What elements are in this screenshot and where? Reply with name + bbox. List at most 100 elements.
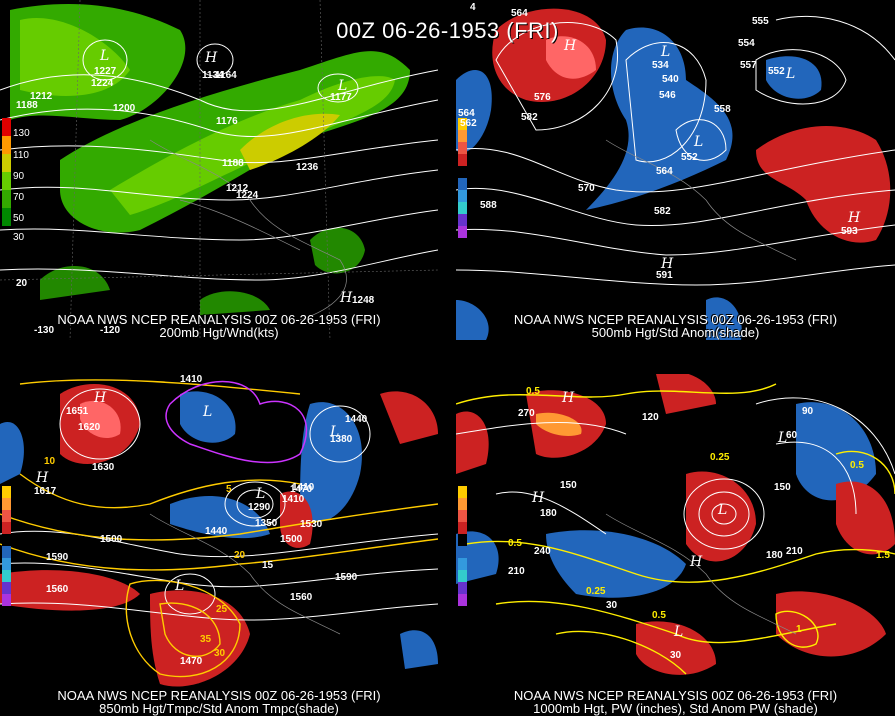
scale-swatch bbox=[2, 190, 11, 208]
panel-field-caption: 500mb Hgt/Std Anom(shade) bbox=[591, 325, 760, 340]
contour-label: 1590 bbox=[46, 552, 69, 563]
map-200mb bbox=[0, 0, 438, 340]
scale-swatch bbox=[458, 522, 467, 534]
anomaly-cool bbox=[706, 297, 742, 340]
contour-label: 1164 bbox=[215, 70, 237, 81]
low-marker: L bbox=[778, 430, 788, 446]
low-marker: L bbox=[100, 48, 110, 64]
scale-label: 130 bbox=[13, 128, 30, 139]
low-marker: L bbox=[330, 424, 340, 440]
contour-label: 1500 bbox=[280, 534, 303, 545]
contour-label: 564 bbox=[458, 108, 475, 119]
contour-label: 1630 bbox=[92, 462, 115, 473]
high-marker: H bbox=[205, 50, 218, 66]
page-title: 00Z 06-26-1953 (FRI) bbox=[336, 18, 559, 43]
scale-swatch bbox=[2, 154, 11, 172]
contour-label: 1410 bbox=[180, 374, 203, 385]
scale-swatch bbox=[458, 130, 467, 142]
contour-label: 1134 bbox=[202, 70, 224, 81]
contour-label: 552 bbox=[681, 152, 698, 163]
contour-label: 30 bbox=[670, 650, 682, 661]
scale-swatch bbox=[2, 208, 11, 226]
low-marker: L bbox=[694, 134, 704, 150]
high-marker: H bbox=[690, 554, 703, 570]
anomaly-warm bbox=[456, 411, 489, 474]
map-500mb bbox=[456, 0, 895, 340]
anomaly-cool bbox=[546, 530, 686, 598]
contour-label: 555 bbox=[752, 16, 769, 27]
contour-label: 120 bbox=[642, 412, 659, 423]
pw-label: 1.5 bbox=[876, 550, 890, 561]
contour-label: 562 bbox=[460, 118, 477, 129]
high-marker: H bbox=[848, 210, 861, 226]
scale-swatch bbox=[2, 498, 11, 510]
temp-label: 15 bbox=[262, 560, 274, 571]
pw-label: 0.5 bbox=[526, 386, 540, 397]
panel-source-caption: NOAA NWS NCEP REANALYSIS 00Z 06-26-1953 … bbox=[513, 312, 838, 327]
contour-label: 240 bbox=[534, 546, 551, 557]
high-marker: H bbox=[36, 470, 49, 486]
contour-label: 576 bbox=[534, 92, 551, 103]
low-marker: L bbox=[786, 66, 796, 82]
contour-label: 1620 bbox=[78, 422, 101, 433]
scale-swatch bbox=[458, 118, 467, 130]
cold-isotherm bbox=[165, 380, 308, 464]
scale-swatch bbox=[458, 166, 467, 178]
scale-swatch bbox=[2, 522, 11, 534]
scale-swatch bbox=[2, 534, 11, 546]
contour-label: 593 bbox=[841, 226, 858, 237]
scale-label: 50 bbox=[13, 213, 25, 224]
high-marker: H bbox=[340, 290, 353, 306]
anomaly-warm bbox=[776, 591, 886, 657]
scale-swatch bbox=[2, 570, 11, 582]
high-marker: H bbox=[94, 390, 107, 406]
contour-label: 1590 bbox=[335, 572, 358, 583]
contour-label: 582 bbox=[521, 112, 538, 123]
anomaly-cool bbox=[400, 630, 438, 669]
height-contours bbox=[456, 15, 895, 286]
anomaly-cool bbox=[300, 402, 362, 522]
contour-label: 534 bbox=[652, 60, 669, 71]
anomaly-warm bbox=[0, 570, 140, 611]
contour-label: 30 bbox=[606, 600, 618, 611]
anomaly-cool bbox=[0, 422, 24, 484]
pw-label: 1 bbox=[796, 624, 802, 635]
scale-swatch bbox=[458, 510, 467, 522]
contour-label: 1227 bbox=[94, 66, 117, 77]
scale-swatch bbox=[458, 202, 467, 214]
contour-label: 591 bbox=[656, 270, 673, 281]
high-marker: H bbox=[661, 256, 674, 272]
scale-swatch bbox=[458, 154, 467, 166]
scale-swatch bbox=[458, 582, 467, 594]
anomaly-cool bbox=[766, 56, 822, 99]
contour-label: 558 bbox=[714, 104, 731, 115]
contour-label: 1651 bbox=[66, 406, 89, 417]
panel-field-caption: 200mb Hgt/Wnd(kts) bbox=[159, 325, 279, 340]
wind-shade-region bbox=[310, 227, 365, 274]
panel-source-caption: NOAA NWS NCEP REANALYSIS 00Z 06-26-1953 … bbox=[57, 312, 381, 327]
contour-label: 1440 bbox=[345, 414, 368, 425]
contour-label: 1176 bbox=[216, 116, 238, 127]
coastlines bbox=[149, 139, 347, 321]
contour-label: 210 bbox=[508, 566, 525, 577]
low-marker: L bbox=[203, 404, 213, 420]
contour-label: 564 bbox=[511, 8, 528, 19]
pw-label: 0.5 bbox=[850, 460, 864, 471]
scale-swatch bbox=[458, 498, 467, 510]
anomaly-warm bbox=[536, 412, 582, 436]
contour-label: 60 bbox=[786, 430, 798, 441]
scale-swatch bbox=[458, 178, 467, 190]
color-scale bbox=[458, 118, 484, 238]
anomaly-warm bbox=[656, 374, 716, 414]
contour-label: 557 bbox=[740, 60, 757, 71]
contour-label: 1177 bbox=[330, 92, 352, 103]
pw-label: 0.25 bbox=[710, 452, 730, 463]
contour-label: 554 bbox=[738, 38, 755, 49]
contour-label: 180 bbox=[766, 550, 783, 561]
scale-swatch bbox=[458, 226, 467, 238]
low-marker: L bbox=[661, 44, 671, 60]
scale-label: 90 bbox=[13, 171, 25, 182]
scale-swatch bbox=[2, 510, 11, 522]
panel-200mb: 130 110 90 70 50 30 1188 1224 1227 1212 … bbox=[0, 0, 438, 340]
color-scale bbox=[458, 486, 484, 606]
